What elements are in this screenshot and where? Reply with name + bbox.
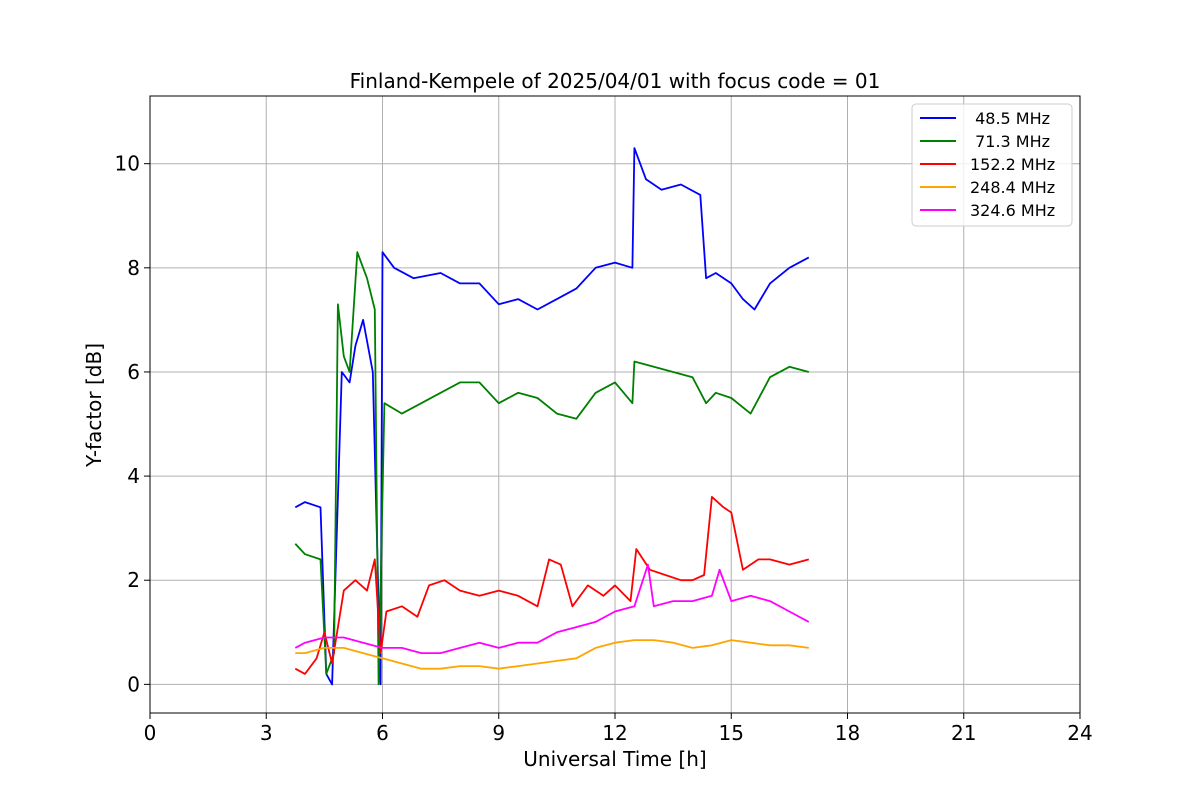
y-tick-label: 2 (127, 568, 140, 592)
series-layer (294, 147, 810, 686)
x-tick-label: 6 (376, 721, 389, 745)
x-tick-label: 9 (492, 721, 505, 745)
legend-label: 48.5 MHz (970, 109, 1050, 128)
y-tick-label: 10 (115, 152, 140, 176)
grid (149, 96, 1081, 713)
x-axis-label: Universal Time [h] (523, 747, 706, 771)
legend-box (911, 103, 1073, 227)
x-tick-label: 12 (602, 721, 627, 745)
y-axis: 0 2 4 6 8 10 (115, 152, 150, 696)
y-tick-label: 6 (127, 360, 140, 384)
series-line-4 (295, 639, 809, 670)
x-tick-label: 24 (1067, 721, 1092, 745)
x-tick-label: 21 (951, 721, 976, 745)
x-tick-label: 0 (144, 721, 157, 745)
y-tick-label: 8 (127, 256, 140, 280)
chart-title: Finland-Kempele of 2025/04/01 with focus… (350, 69, 881, 93)
y-tick-label: 4 (127, 464, 140, 488)
series-line-2 (294, 251, 810, 686)
legend: 48.5 MHz 71.3 MHz 152.2 MHz 248.4 MHz 324.6… (911, 103, 1073, 227)
legend-label: 152.2 MHz (970, 155, 1055, 174)
x-axis: 0 3 6 9 12 15 18 21 24 (144, 713, 1093, 745)
series-line-1 (294, 147, 810, 686)
legend-label: 248.4 MHz (970, 178, 1055, 197)
legend-label: 324.6 MHz (970, 201, 1055, 220)
y-tick-label: 0 (127, 672, 140, 696)
x-tick-label: 18 (835, 721, 860, 745)
y-axis-label: Y-factor [dB] (82, 343, 106, 468)
legend-label: 71.3 MHz (970, 132, 1050, 151)
series-line-3 (294, 495, 810, 675)
series-line-5 (294, 563, 810, 654)
x-tick-label: 15 (719, 721, 744, 745)
x-tick-label: 3 (260, 721, 273, 745)
